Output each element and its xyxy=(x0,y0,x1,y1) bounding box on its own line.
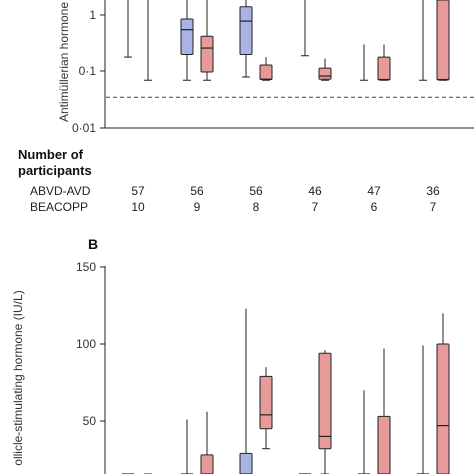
panel-a-boxes xyxy=(124,0,450,81)
panel-b: B ollicle-stimulating hormone (IU/L) 50 1… xyxy=(11,236,450,474)
panel-b-letter: B xyxy=(88,236,98,252)
panel-a-ytick-label: 0·1 xyxy=(79,64,97,78)
count-abvd: 57 xyxy=(131,184,145,198)
panel-b-boxes xyxy=(121,308,450,474)
count-abvd: 36 xyxy=(426,184,440,198)
panel-a-box xyxy=(436,0,450,81)
panel-a-box xyxy=(180,18,194,55)
participants-header-line2: participants xyxy=(18,163,92,178)
panel-a-y-axis-label: Antimüllerian hormone xyxy=(57,2,71,122)
count-abvd: 46 xyxy=(308,184,322,198)
panel-b-box xyxy=(436,343,450,474)
count-beacopp: 7 xyxy=(312,200,319,214)
panel-b-box xyxy=(259,375,273,430)
panel-b-ytick-label: 150 xyxy=(76,260,96,274)
panel-a-box xyxy=(239,6,253,55)
count-beacopp: 9 xyxy=(194,200,201,214)
panel-a-ytick-label: 0·01 xyxy=(72,121,96,135)
count-abvd: 56 xyxy=(249,184,263,198)
panel-a-box xyxy=(318,67,332,80)
count-beacopp: 10 xyxy=(131,200,145,214)
count-abvd: 47 xyxy=(367,184,381,198)
panel-a-box xyxy=(200,35,214,73)
panel-b-ytick-label: 50 xyxy=(83,414,97,428)
panel-b-box xyxy=(377,415,391,474)
panel-a-ytick-label: 1 xyxy=(89,8,96,22)
row-label-abvd: ABVD-AVD xyxy=(30,184,91,198)
count-beacopp: 6 xyxy=(371,200,378,214)
row-label-beacopp: BEACOPP xyxy=(30,200,88,214)
count-beacopp: 8 xyxy=(253,200,260,214)
panel-b-box xyxy=(200,454,214,474)
panel-a-box xyxy=(377,56,391,81)
participants-header-line1: Number of xyxy=(18,147,84,162)
panel-a: Antimüllerian hormone 1 0·1 0·01 xyxy=(57,0,474,135)
panel-b-y-axis-label: ollicle-stimulating hormone (IU/L) xyxy=(11,290,25,465)
panel-b-box xyxy=(239,452,253,474)
panel-b-ytick-label: 100 xyxy=(76,337,96,351)
panel-a-box xyxy=(259,64,273,81)
participants-table: Number of participants ABVD-AVD BEACOPP … xyxy=(18,147,440,214)
count-abvd: 56 xyxy=(190,184,204,198)
panel-b-box xyxy=(318,352,332,450)
count-beacopp: 7 xyxy=(430,200,437,214)
panel-b-yticks: 50 100 150 xyxy=(76,260,105,428)
